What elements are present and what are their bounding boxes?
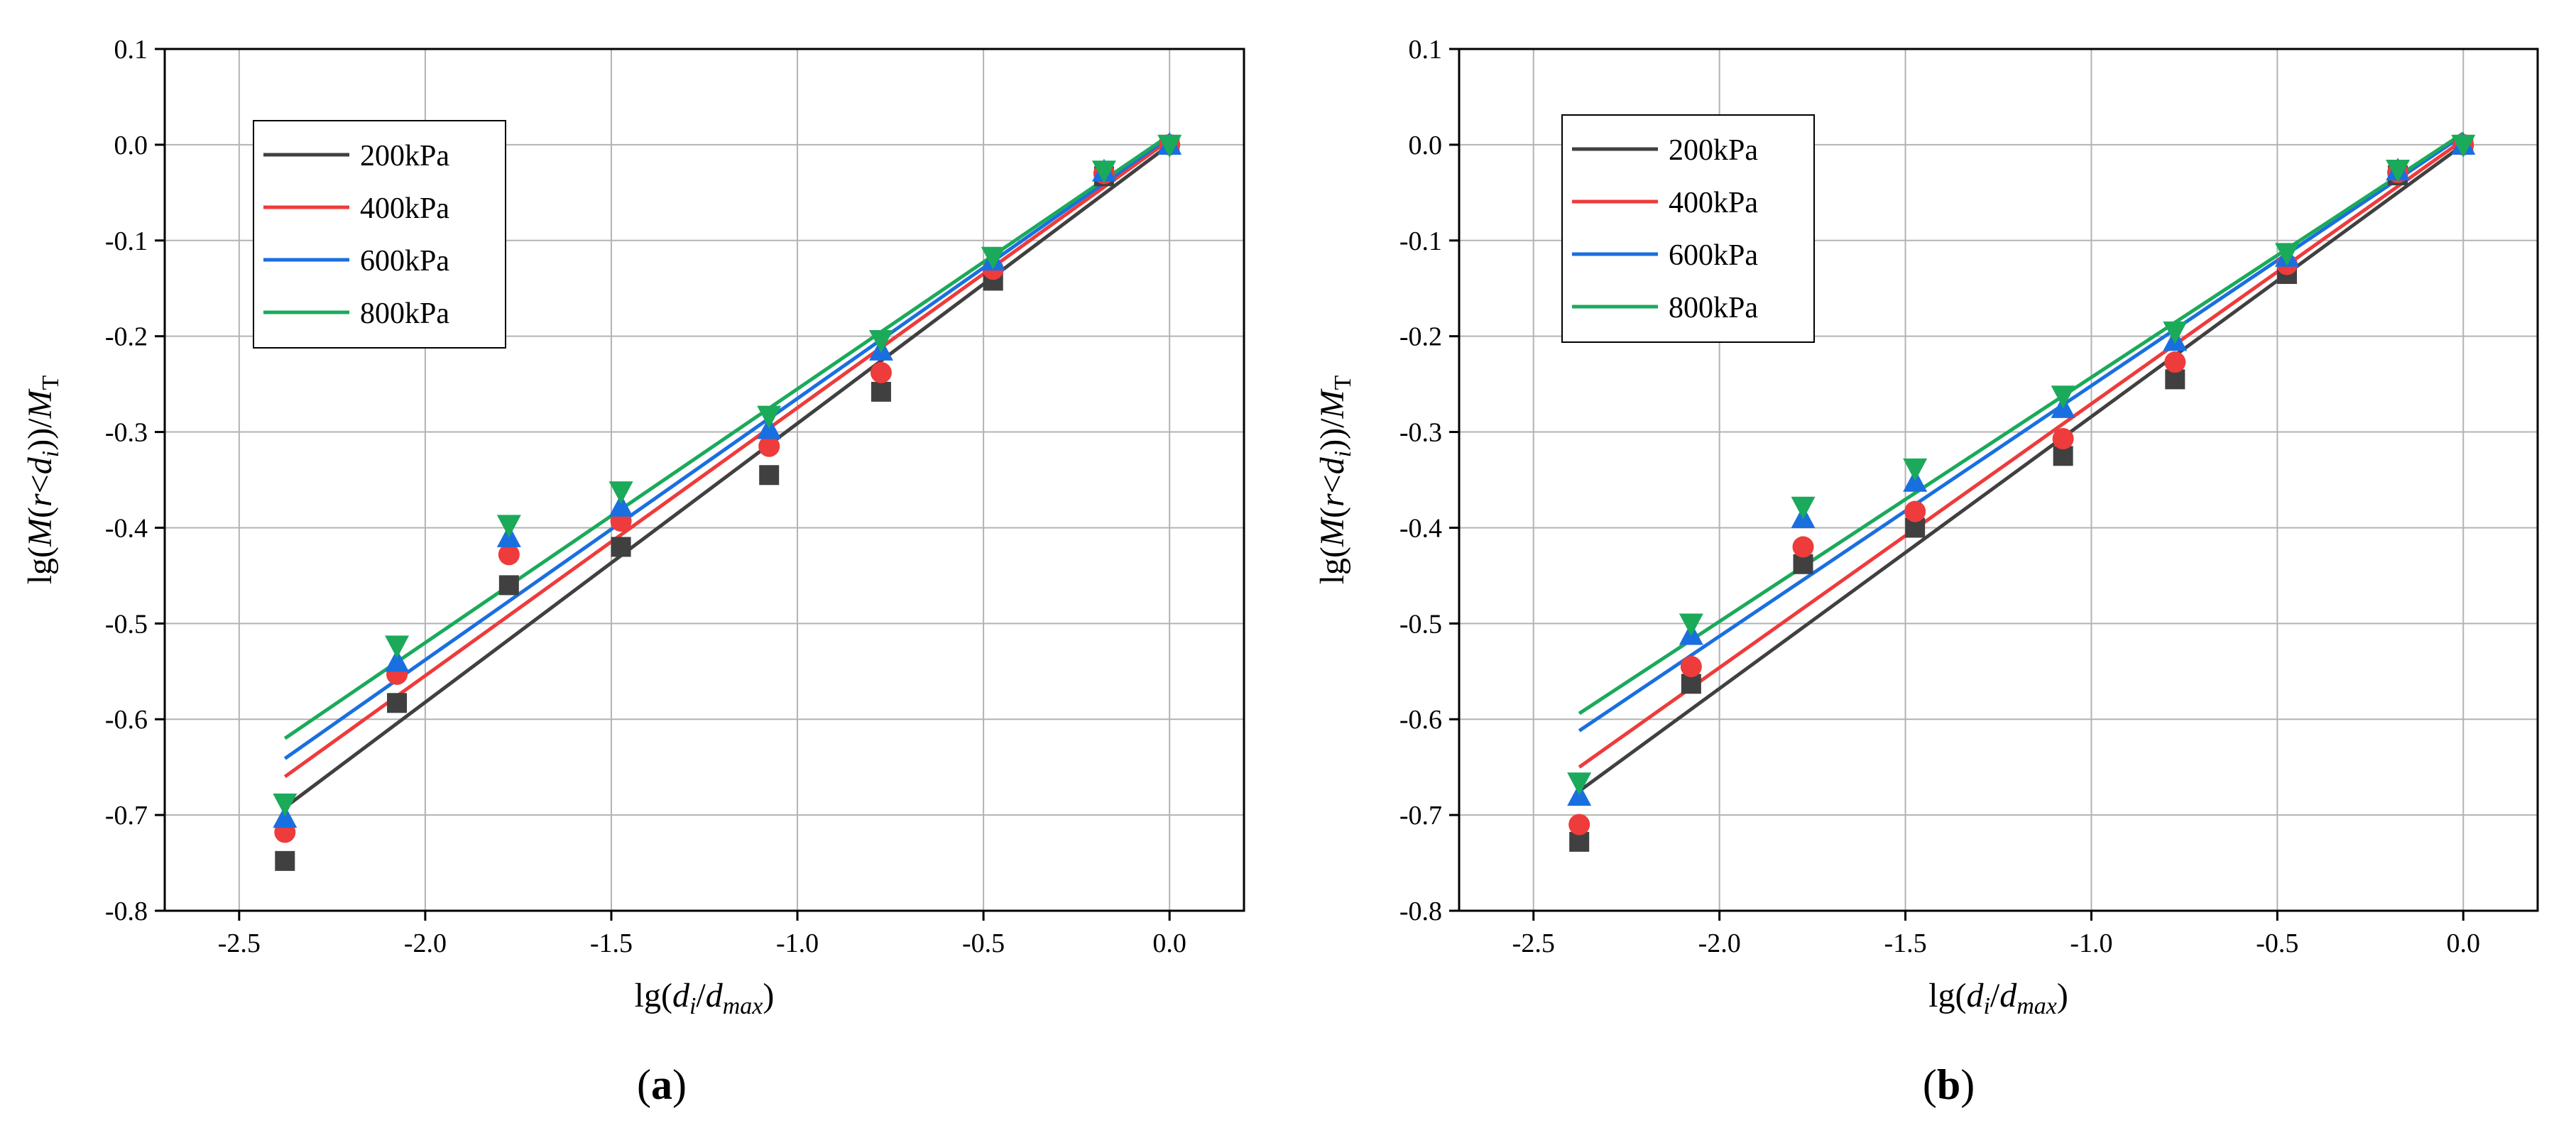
chart-a-point-400kPa-4 (758, 435, 780, 457)
chart-b-point-400kPa-4 (2052, 427, 2074, 449)
chart-a-x-tick-label: -2.0 (404, 928, 447, 958)
chart-a-panel-label: (a) (637, 1061, 687, 1108)
chart-b-point-800kPa-3 (1903, 458, 1928, 481)
chart-a-point-200kPa-4 (759, 465, 780, 486)
chart-a-fit-line-800kPa (283, 133, 1171, 740)
chart-a-point-800kPa-7 (1091, 160, 1116, 184)
chart-a-point-200kPa-0 (275, 850, 295, 871)
chart-a-point-200kPa-3 (611, 537, 631, 557)
chart-b-x-tick-label: 0.0 (2446, 928, 2480, 958)
chart-a-x-tick-label: -1.0 (776, 928, 819, 958)
chart-a-fit-line-600kPa (283, 136, 1171, 760)
chart-a-y-tick-label: -0.2 (105, 322, 148, 352)
chart-a-y-tick-label: -0.6 (105, 705, 148, 735)
chart-b-fit-line-800kPa (1578, 131, 2465, 716)
chart-a-point-800kPa-4 (757, 405, 782, 429)
chart-b-point-800kPa-2 (1791, 496, 1816, 520)
chart-b-x-tick-label: -0.5 (2256, 928, 2298, 958)
chart-b-y-tick-label: -0.6 (1399, 705, 1442, 735)
chart-b-y-tick-label: -0.3 (1399, 418, 1442, 448)
chart-a-svg: -2.5 -2.0 -1.5 -1.0 -0.5 0.0 0.1 0.0 -0.1 -0.2 -0.… (21, 35, 1245, 1108)
chart-a-fit-line-200kPa (283, 143, 1171, 809)
chart-a-point-800kPa-2 (496, 515, 521, 538)
chart-b-x-tick-label: -2.5 (1512, 928, 1555, 958)
chart-a-y-axis-title: lg(M(r<di))/MT (21, 375, 64, 584)
chart-a-point-600kPa-3 (608, 493, 633, 517)
chart-a-point-200kPa-5 (871, 381, 891, 402)
chart-b-legend-label: 600kPa (1669, 239, 1758, 272)
chart-b-y-tick-label: 0.0 (1409, 131, 1443, 160)
chart-a-point-600kPa-0 (273, 805, 298, 828)
chart-a-point-800kPa-1 (385, 635, 410, 659)
chart-b-x-axis-title: lg(di/dmax) (1928, 977, 2068, 1019)
chart-a-y-tick-label: -0.4 (105, 513, 148, 543)
chart-a-point-800kPa-0 (273, 793, 298, 816)
chart-a-y-tick-label: -0.7 (105, 801, 148, 831)
chart-a-legend (253, 120, 506, 349)
chart-b-y-tick-label: -0.8 (1399, 897, 1442, 926)
chart-a-legend-label: 800kPa (360, 297, 449, 330)
chart-b-legend-label: 200kPa (1669, 134, 1758, 167)
chart-b-y-tick-label: -0.4 (1399, 513, 1442, 543)
chart-b-point-800kPa-8 (2451, 134, 2476, 158)
chart-panel-a: -2.5 -2.0 -1.5 -1.0 -0.5 0.0 0.1 0.0 -0.1 -0.2 -0.… (21, 35, 1245, 1108)
chart-b-y-tick-label: -0.7 (1399, 801, 1442, 831)
chart-b-panel-label: (b) (1923, 1061, 1975, 1108)
chart-b-legend (1561, 114, 1815, 343)
chart-a-x-tick-label: -0.5 (962, 928, 1005, 958)
chart-b-y-tick-label: 0.1 (1409, 35, 1443, 65)
chart-b-fit-line-200kPa (1578, 143, 2465, 793)
chart-a-legend-label: 600kPa (360, 245, 449, 278)
chart-b-point-400kPa-0 (1568, 814, 1590, 836)
chart-b-point-800kPa-1 (1679, 613, 1703, 637)
chart-panel-b: -2.5 -2.0 -1.5 -1.0 -0.5 0.0 0.1 0.0 -0.1 -0.2 -0.… (1288, 0, 2576, 1123)
chart-a-legend-label: 400kPa (360, 192, 449, 225)
chart-b-y-tick-label: -0.2 (1399, 322, 1442, 352)
chart-b-legend-label: 800kPa (1669, 292, 1758, 324)
chart-a-point-800kPa-8 (1157, 134, 1182, 158)
chart-a-point-800kPa-6 (981, 246, 1005, 270)
chart-b-point-800kPa-7 (2386, 159, 2411, 182)
chart-b-y-tick-label: -0.1 (1399, 226, 1442, 256)
chart-a-x-tick-label: -1.5 (590, 928, 633, 958)
chart-b-point-800kPa-6 (2274, 243, 2299, 266)
chart-b-y-axis-title: lg(M(r<di))/MT (1314, 375, 1356, 584)
chart-b-point-800kPa-5 (2163, 321, 2188, 344)
chart-a-y-tick-label: -0.3 (105, 418, 148, 448)
chart-b-point-800kPa-0 (1567, 772, 1592, 796)
chart-b-point-400kPa-3 (1904, 500, 1926, 522)
chart-a-point-400kPa-2 (498, 544, 520, 566)
chart-a-point-400kPa-5 (870, 361, 892, 383)
chart-a-y-tick-label: 0.1 (114, 35, 148, 65)
chart-a-x-axis-title: lg(di/dmax) (635, 977, 775, 1019)
chart-a-fit-line-400kPa (283, 138, 1171, 779)
chart-a-point-800kPa-5 (868, 330, 893, 354)
chart-a-y-tick-label: 0.0 (114, 131, 148, 160)
chart-b-point-400kPa-1 (1680, 656, 1702, 678)
chart-b-fit-line-400kPa (1578, 138, 2465, 769)
chart-a-plot-frame (163, 48, 1245, 912)
chart-b-point-400kPa-5 (2164, 351, 2186, 373)
chart-b-x-tick-label: -1.5 (1884, 928, 1926, 958)
chart-b-y-tick-label: -0.5 (1399, 609, 1442, 639)
chart-b-svg: -2.5 -2.0 -1.5 -1.0 -0.5 0.0 0.1 0.0 -0.1 -0.2 -0.… (1314, 35, 2539, 1108)
chart-b-fit-line-600kPa (1578, 133, 2465, 733)
chart-b-point-400kPa-2 (1792, 536, 1814, 558)
chart-b-legend-label: 400kPa (1669, 187, 1758, 219)
chart-a-point-800kPa-3 (608, 481, 633, 505)
chart-a-y-tick-label: -0.5 (105, 609, 148, 639)
chart-a-y-tick-label: -0.1 (105, 226, 148, 256)
chart-a-point-200kPa-1 (387, 693, 408, 713)
chart-a-legend-label: 200kPa (360, 140, 449, 172)
chart-a-point-200kPa-2 (498, 575, 519, 596)
chart-a-x-tick-label: 0.0 (1152, 928, 1186, 958)
chart-b-x-tick-label: -1.0 (2070, 928, 2112, 958)
chart-b-point-800kPa-4 (2051, 385, 2075, 409)
chart-a-point-600kPa-1 (385, 649, 410, 672)
chart-a-y-tick-label: -0.8 (105, 897, 148, 926)
chart-b-x-tick-label: -2.0 (1698, 928, 1741, 958)
chart-a-x-tick-label: -2.5 (218, 928, 261, 958)
chart-b-plot-frame (1458, 48, 2539, 912)
